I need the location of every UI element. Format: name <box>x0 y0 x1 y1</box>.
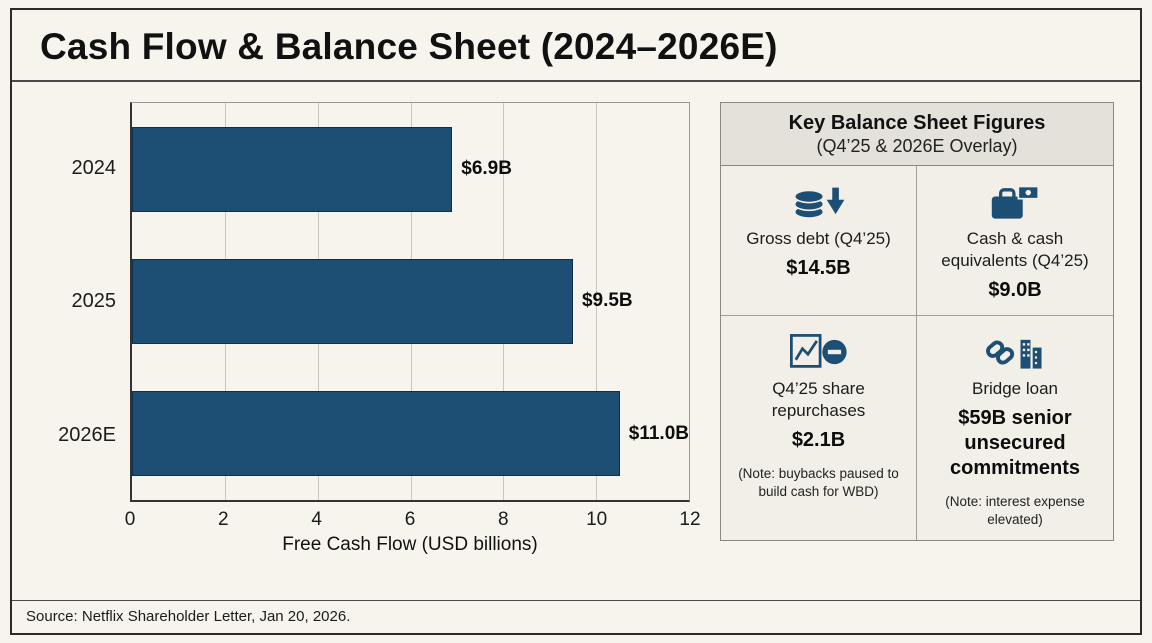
cell-bridge-loan: Bridge loan $59B senior unsecured commit… <box>917 316 1113 540</box>
bar-value-label: $6.9B <box>461 158 512 180</box>
cell-gross-debt: Gross debt (Q4’25) $14.5B <box>721 166 917 317</box>
x-tick-label: 4 <box>311 509 322 530</box>
y-labels: 2024 2025 2026E <box>38 102 130 502</box>
x-tick-label: 6 <box>404 509 416 530</box>
fcf-bar-chart: 2024 2025 2026E $6.9B $9.5B $11.0B 0 2 4 6 8 10 12… <box>38 102 701 594</box>
x-ticks: 0 2 4 6 8 10 12 <box>125 502 701 534</box>
x-tick-label: 2 <box>218 509 229 530</box>
infographic-frame: Cash Flow & Balance Sheet (2024–2026E) 2… <box>10 8 1142 635</box>
bar-value-label: $11.0B <box>628 422 689 444</box>
bar-row: $6.9B <box>132 103 689 235</box>
bar-2025 <box>132 259 573 344</box>
cell-value: $14.5B <box>786 257 851 280</box>
cell-label: Gross debt (Q4’25) <box>746 229 891 248</box>
bar-2024 <box>132 126 453 212</box>
x-tick-label: 0 <box>124 509 136 530</box>
panel-grid: Gross debt (Q4’25) $14.5B Cash & cash eq… <box>721 166 1113 541</box>
panel-header: Key Balance Sheet Figures (Q4’25 & 2026E… <box>721 103 1113 166</box>
bar-value-label: $9.5B <box>581 290 633 312</box>
cell-note: (Note: interest expense elevated) <box>945 494 1085 527</box>
gridline <box>596 103 598 500</box>
title-bar: Cash Flow & Balance Sheet (2024–2026E) <box>12 10 1140 82</box>
y-category-label: 2025 <box>71 290 117 313</box>
plot-wrap: 2024 2025 2026E $6.9B $9.5B $11.0B <box>38 102 690 502</box>
cell-label: Q4’25 share repurchases <box>771 379 866 421</box>
briefcase-cash-icon <box>927 180 1103 224</box>
panel-title: Key Balance Sheet Figures <box>788 112 1046 134</box>
link-buildings-icon <box>927 330 1103 374</box>
x-axis-title: Free Cash Flow (USD billions) <box>282 534 538 555</box>
bar-row: $9.5B <box>132 235 689 367</box>
bar-row: $11.0B <box>132 368 689 500</box>
key-figures-panel: Key Balance Sheet Figures (Q4’25 & 2026E… <box>720 102 1114 542</box>
main-content: 2024 2025 2026E $6.9B $9.5B $11.0B 0 2 4 6 8 10 12… <box>12 82 1140 600</box>
cell-value: $59B senior unsecured commitments <box>949 407 1081 480</box>
cell-cash-equivalents: Cash & cash equivalents (Q4’25) $9.0B <box>917 166 1113 317</box>
coins-down-icon <box>731 180 906 224</box>
x-tick-label: 8 <box>498 509 509 530</box>
plot-area: $6.9B $9.5B $11.0B <box>130 102 690 502</box>
x-tick-label: 12 <box>679 509 701 530</box>
chart-minus-icon <box>731 330 906 374</box>
cell-value: $9.0B <box>988 279 1042 302</box>
source-footer: Source: Netflix Shareholder Letter, Jan … <box>12 600 1140 633</box>
page-title: Cash Flow & Balance Sheet (2024–2026E) <box>40 26 778 67</box>
y-category-label: 2024 <box>71 157 117 180</box>
source-text: Source: Netflix Shareholder Letter, Jan … <box>26 608 351 625</box>
y-category-label: 2026E <box>58 423 116 446</box>
bar-2026E <box>132 391 620 477</box>
cell-value: $2.1B <box>791 429 846 452</box>
x-tick-label: 10 <box>586 509 608 530</box>
cell-note: (Note: buybacks paused to build cash for… <box>738 466 899 499</box>
panel-subtitle: (Q4’25 & 2026E Overlay) <box>816 136 1018 156</box>
cell-label: Cash & cash equivalents (Q4’25) <box>941 229 1089 271</box>
cell-label: Bridge loan <box>971 379 1058 399</box>
cell-share-repurchases: Q4’25 share repurchases $2.1B (Note: buy… <box>721 316 917 541</box>
